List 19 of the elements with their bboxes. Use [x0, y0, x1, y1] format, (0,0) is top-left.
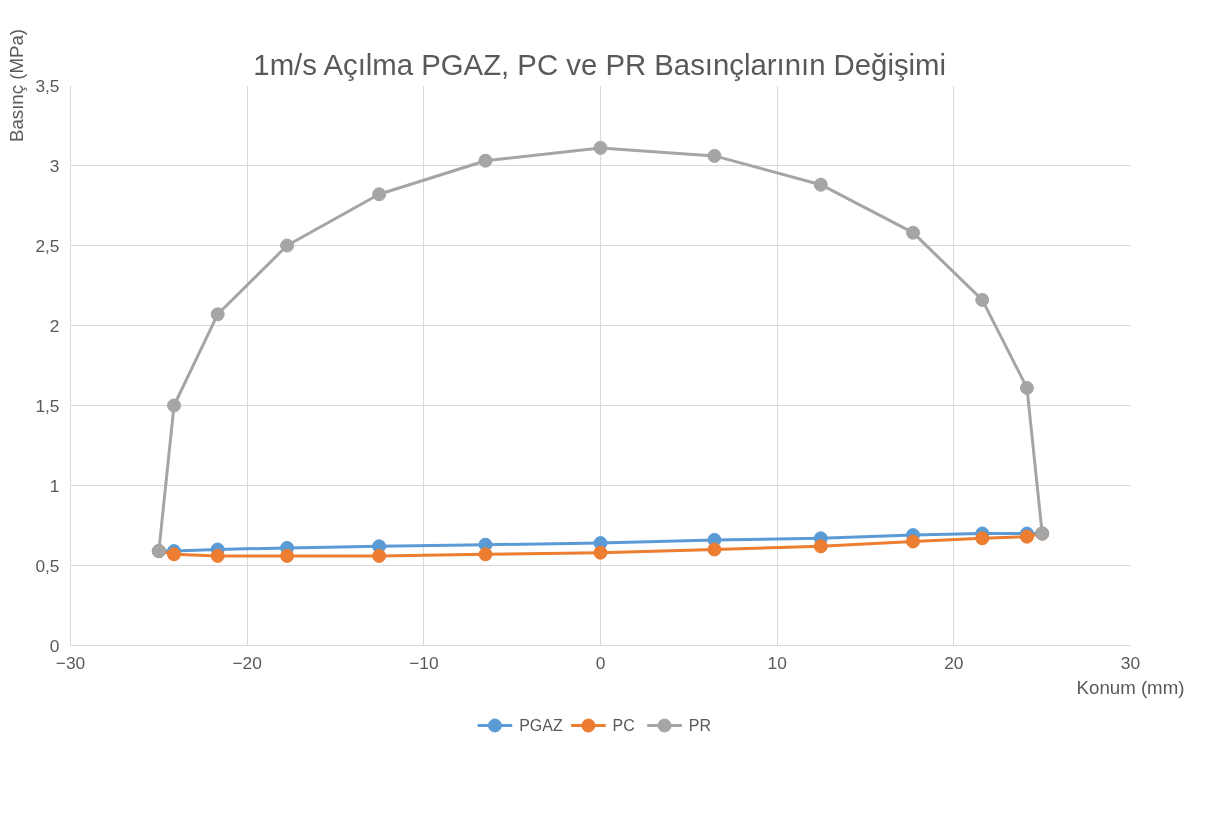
x-tick-label: 0	[595, 652, 606, 673]
x-axis-title: Konum (mm)	[1076, 676, 1185, 698]
y-tick-label: 2,5	[35, 235, 60, 256]
chart-title: 1m/s Açılma PGAZ, PC ve PR Basınçlarının Değişimi	[253, 47, 947, 81]
y-tick-label: 2	[49, 315, 60, 336]
x-tick-label: −20	[232, 652, 262, 673]
y-tick-label: 1,5	[35, 395, 60, 416]
x-tick-label: −10	[409, 652, 439, 673]
y-tick-label: 3,5	[35, 75, 60, 96]
x-tick-label: 30	[1120, 652, 1141, 673]
legend-label: PR	[688, 717, 711, 734]
y-tick-label: 3	[49, 155, 60, 176]
y-tick-label: 1	[49, 475, 60, 496]
x-tick-label: 20	[944, 652, 964, 673]
y-tick-label: 0,5	[35, 555, 60, 576]
legend-label: PGAZ	[519, 717, 563, 734]
legend-label: PC	[612, 717, 635, 734]
x-tick-label: 10	[767, 652, 787, 673]
y-axis-title: Basınç (MPa)	[6, 28, 28, 142]
